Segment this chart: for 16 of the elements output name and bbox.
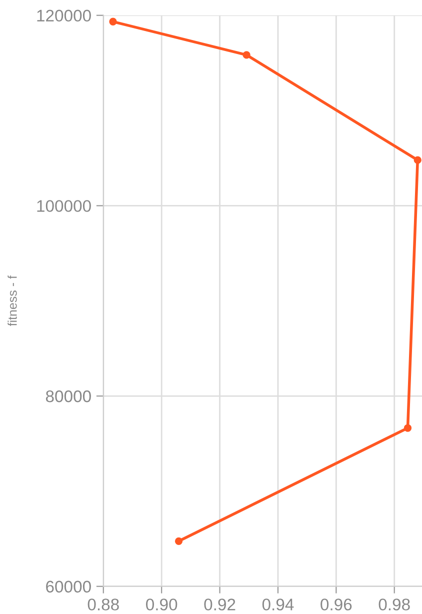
point xyxy=(242,51,250,59)
y-tick-label: 80000 xyxy=(46,390,91,402)
point xyxy=(414,156,422,164)
point xyxy=(109,18,117,26)
y-tick-label: 60000 xyxy=(46,580,91,593)
x-tick-label: 0.90 xyxy=(146,598,178,610)
y-axis-title: fitness - f xyxy=(8,275,17,326)
x-tick-label: 0.92 xyxy=(204,598,236,610)
x-tick-label: 0.94 xyxy=(262,598,294,610)
y-tick-label: 120000 xyxy=(37,10,91,22)
x-tick-label: 0.98 xyxy=(378,598,410,610)
y-tick-label: 100000 xyxy=(37,200,91,212)
x-tick-label: 0.96 xyxy=(320,598,352,610)
x-tick-label: 0.88 xyxy=(88,598,119,610)
point xyxy=(174,537,183,545)
point xyxy=(404,424,412,432)
